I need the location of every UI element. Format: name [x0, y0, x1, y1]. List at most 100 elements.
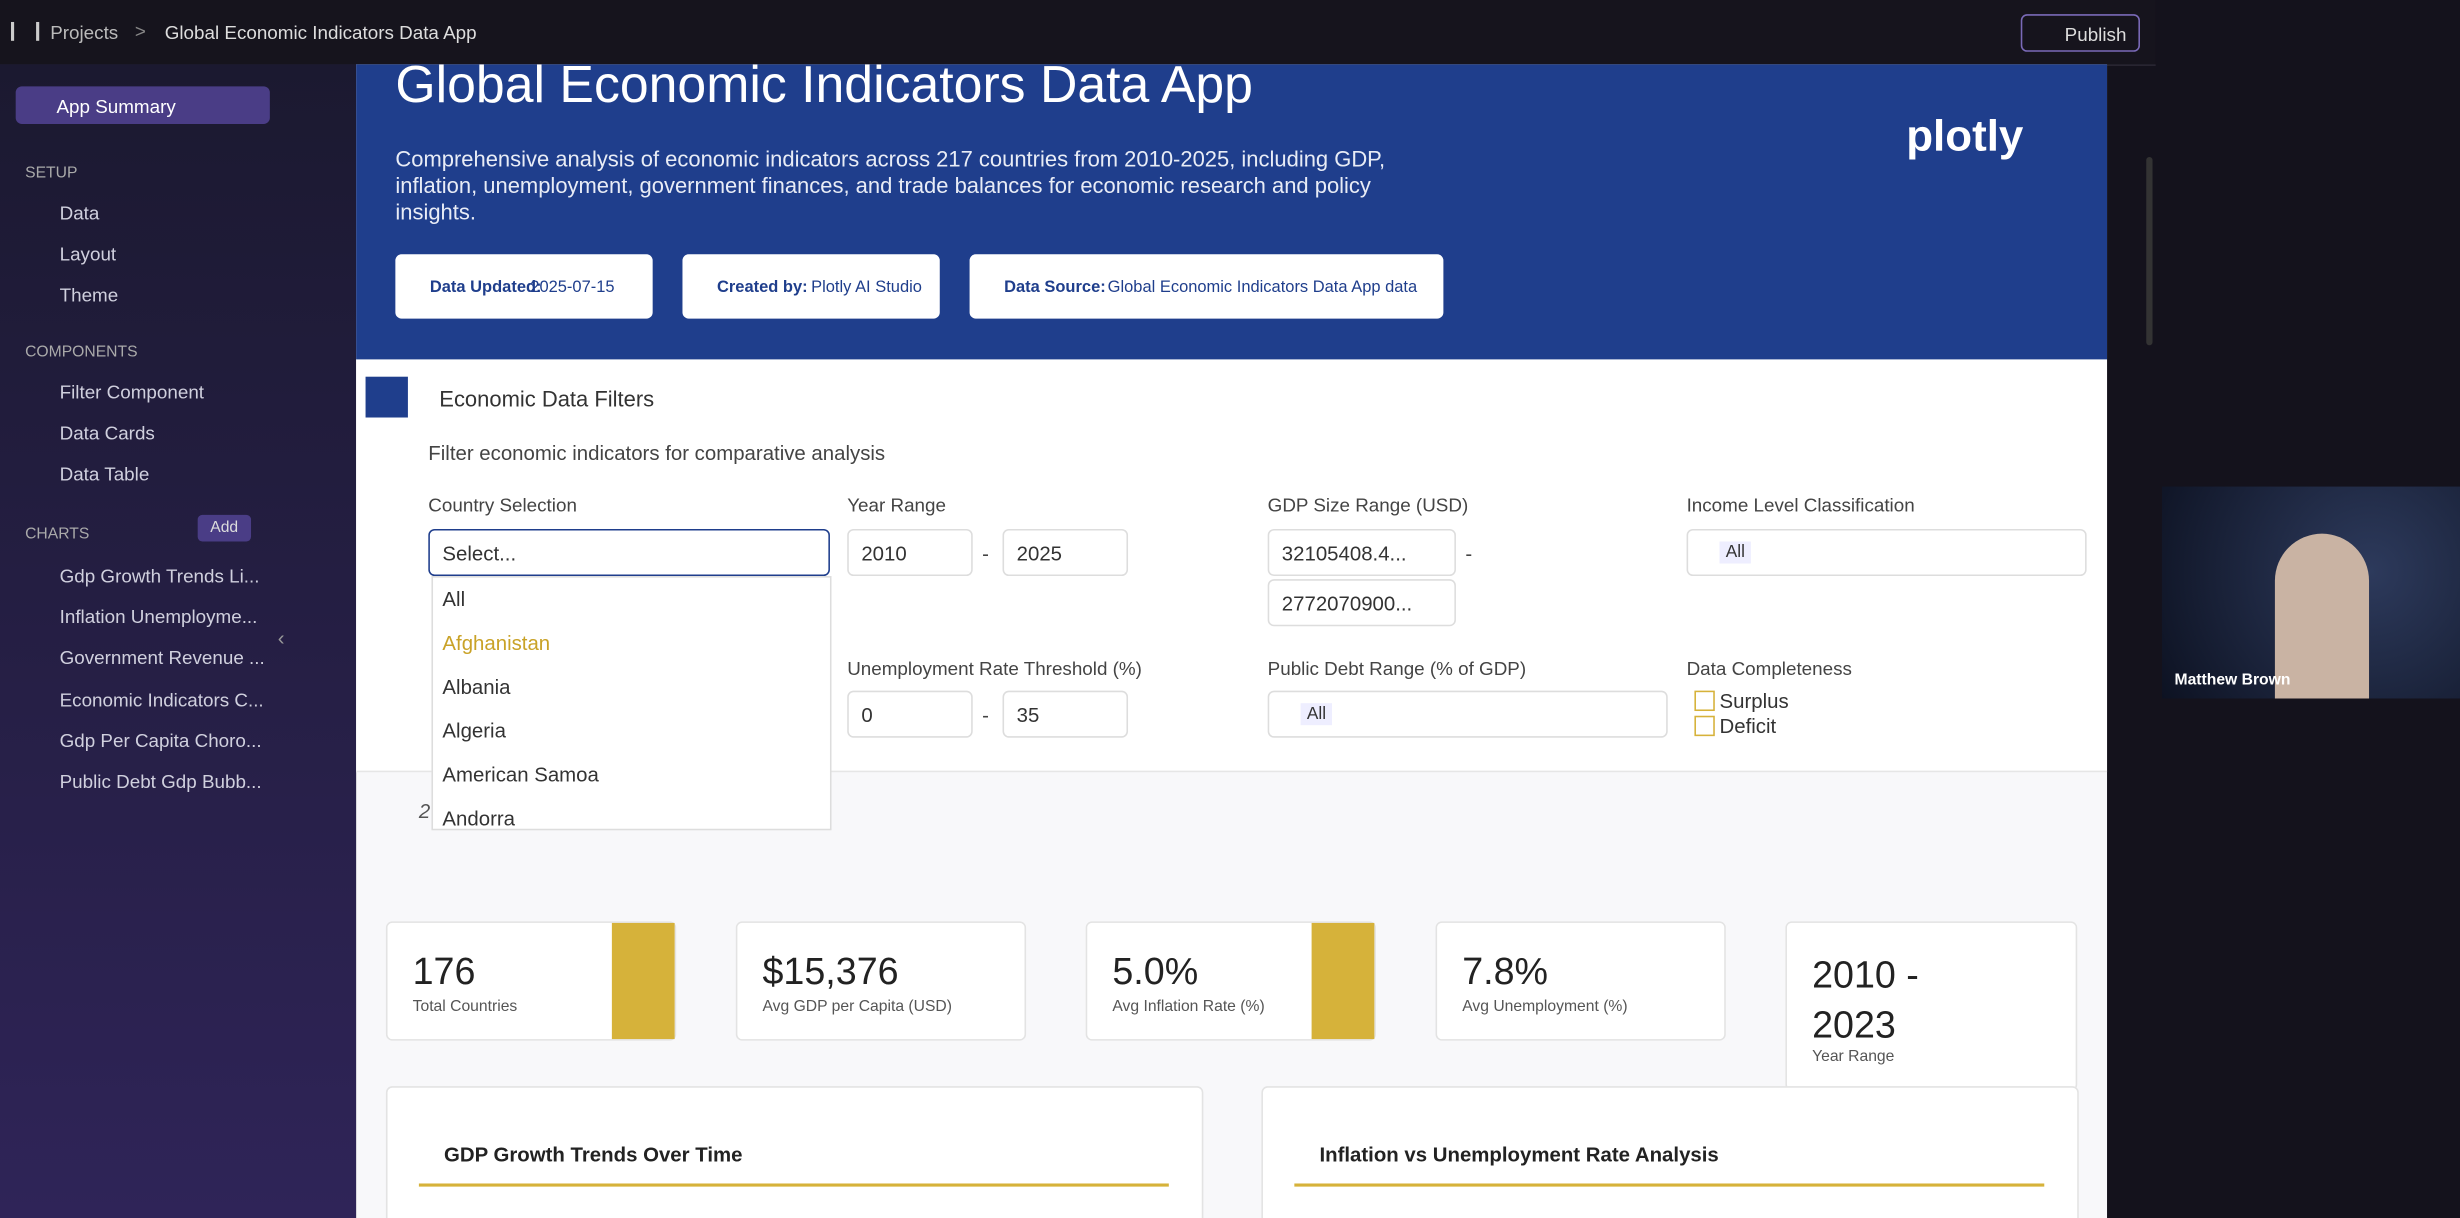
- card-value: 2010 - 2023: [1812, 954, 1919, 1047]
- add-button[interactable]: Add: [197, 514, 251, 542]
- publish-button[interactable]: Publish: [2020, 14, 2140, 52]
- card-accent: [611, 922, 675, 1040]
- nav-item[interactable]: Economic Indicators C...: [59, 689, 264, 712]
- debt-select-text: All: [1300, 703, 1333, 726]
- badge-label: Created by:: [716, 277, 808, 297]
- dropdown-option[interactable]: Afghanistan: [442, 630, 551, 655]
- nav-item[interactable]: Government Revenue ...: [59, 646, 265, 669]
- card-label: Avg GDP per Capita (USD): [762, 998, 953, 1016]
- breadcrumb-separator: >: [134, 20, 146, 43]
- dropdown-option[interactable]: Albania: [442, 674, 511, 699]
- stat-card: 5.0% Avg Inflation Rate (%): [1085, 921, 1376, 1041]
- nav-item[interactable]: Layout: [59, 243, 117, 266]
- income-select-text: All: [1719, 541, 1752, 564]
- unemp-from[interactable]: 0: [847, 690, 973, 738]
- card-label: Avg Unemployment (%): [1462, 998, 1628, 1016]
- main: Global Economic Indicators Data App Comp…: [356, 55, 2108, 1218]
- breadcrumb-projects[interactable]: Projects: [50, 21, 119, 44]
- unemp-to[interactable]: 35: [1002, 690, 1129, 738]
- person: [2274, 533, 2370, 699]
- card-label: Year Range: [1812, 1048, 1895, 1066]
- app-summary[interactable]: App Summary: [15, 86, 270, 124]
- badge: Created by: Plotly AI Studio: [682, 254, 940, 319]
- range-separator: -: [1465, 541, 1473, 566]
- scrollbar: [2146, 156, 2153, 346]
- video-tile: Matthew Brown: [2161, 486, 2460, 699]
- nav-item[interactable]: Filter Component: [59, 381, 205, 404]
- card-value: $15,376: [762, 951, 899, 994]
- field-label: Unemployment Rate Threshold (%): [847, 657, 1142, 680]
- range-separator: -: [982, 703, 989, 727]
- stat-card: 7.8% Avg Unemployment (%): [1435, 921, 1726, 1041]
- app-summary-label: App Summary: [56, 95, 176, 118]
- year-to[interactable]: 2025: [1002, 528, 1129, 577]
- section-title: SETUP: [25, 164, 78, 183]
- nav-item[interactable]: Theme: [59, 284, 119, 307]
- gdp-to[interactable]: 2772070900...: [1267, 579, 1456, 627]
- badge: Data Updated: 2025-07-15: [395, 254, 653, 319]
- checkbox[interactable]: [1694, 715, 1715, 737]
- filters-title: Economic Data Filters: [439, 386, 655, 412]
- country-select-text: Select...: [442, 541, 517, 566]
- dropdown-option[interactable]: American Samoa: [442, 762, 599, 787]
- nav-item[interactable]: Inflation Unemployme...: [59, 605, 258, 628]
- filters-panel: Economic Data Filters Filter economic in…: [356, 359, 2108, 831]
- header: Global Economic Indicators Data App Comp…: [356, 55, 2108, 360]
- description: Comprehensive analysis of economic indic…: [395, 145, 1386, 225]
- sidebar: App Summary ‹ SETUP Data Layout Theme COMPON…: [0, 64, 357, 1218]
- unemp-from-text: 0: [861, 703, 873, 727]
- section-title: CHARTS: [25, 525, 90, 544]
- plotly-logo: plotly: [1906, 111, 2024, 161]
- card-label: Avg Inflation Rate (%): [1112, 998, 1265, 1016]
- field-label: Public Debt Range (% of GDP): [1267, 657, 1527, 680]
- stat-card: 2010 - 2023 Year Range: [1785, 921, 2078, 1091]
- badge-value: Plotly AI Studio: [811, 277, 922, 297]
- nav-item[interactable]: Gdp Per Capita Choro...: [59, 729, 262, 752]
- country-dropdown: All Afghanistan Albania Algeria American Sam…: [431, 576, 832, 831]
- badge: Data Source: Global Economic Indicators D…: [969, 254, 1444, 319]
- video-name: Matthew Brown: [2174, 671, 2291, 690]
- badge-label: Data Source:: [1004, 277, 1106, 297]
- year-to-text: 2025: [1016, 541, 1063, 566]
- year-from[interactable]: 2010: [847, 528, 973, 577]
- range-separator: -: [982, 541, 989, 566]
- badge-label: Data Updated:: [429, 277, 542, 297]
- stat-card: $15,376 Avg GDP per Capita (USD): [735, 921, 1027, 1041]
- country-select[interactable]: Select...: [428, 528, 830, 577]
- gdp-from-text: 32105408.4...: [1281, 541, 1407, 566]
- field-label: Year Range: [847, 494, 946, 517]
- field-label: GDP Size Range (USD): [1267, 494, 1469, 517]
- nav-item[interactable]: Data Cards: [59, 422, 155, 445]
- card-value: 7.8%: [1462, 951, 1549, 994]
- card-label: Total Countries: [412, 998, 518, 1016]
- badge-value: Global Economic Indicators Data App data: [1107, 277, 1418, 297]
- nav-item[interactable]: Gdp Growth Trends Li...: [59, 565, 260, 588]
- gdp-to-text: 2772070900...: [1281, 591, 1413, 616]
- unemp-to-text: 35: [1016, 703, 1040, 727]
- card-value: 176: [412, 951, 476, 994]
- nav-item[interactable]: Data: [59, 202, 100, 225]
- app-icon[interactable]: [10, 21, 40, 41]
- stray-text: 2: [418, 798, 431, 823]
- income-select[interactable]: All: [1686, 528, 2087, 577]
- chart-title-underline: [1294, 1183, 2045, 1187]
- field-label: Country Selection: [428, 494, 577, 517]
- filters-icon: [365, 376, 408, 418]
- stat-card: 176 Total Countries: [385, 921, 677, 1041]
- dropdown-option[interactable]: All: [442, 587, 466, 611]
- app-title: Global Economic Indicators Data App: [395, 54, 1253, 114]
- publish-label: Publish: [2064, 23, 2127, 46]
- dropdown-option[interactable]: Andorra: [442, 806, 515, 831]
- gdp-from[interactable]: 32105408.4...: [1267, 528, 1456, 577]
- badge-value: 2025-07-15: [530, 277, 615, 297]
- card-value: 5.0%: [1112, 951, 1199, 994]
- collapse-icon[interactable]: ‹: [277, 626, 285, 650]
- dropdown-option[interactable]: Algeria: [442, 718, 506, 743]
- checkbox-label: Surplus: [1719, 689, 1789, 713]
- nav-item[interactable]: Public Debt Gdp Bubb...: [59, 770, 262, 793]
- chart-card: GDP Growth Trends Over Time: [385, 1086, 1204, 1218]
- nav-item[interactable]: Data Table: [59, 463, 150, 486]
- debt-select[interactable]: All: [1267, 690, 1668, 738]
- checkbox[interactable]: [1694, 690, 1715, 712]
